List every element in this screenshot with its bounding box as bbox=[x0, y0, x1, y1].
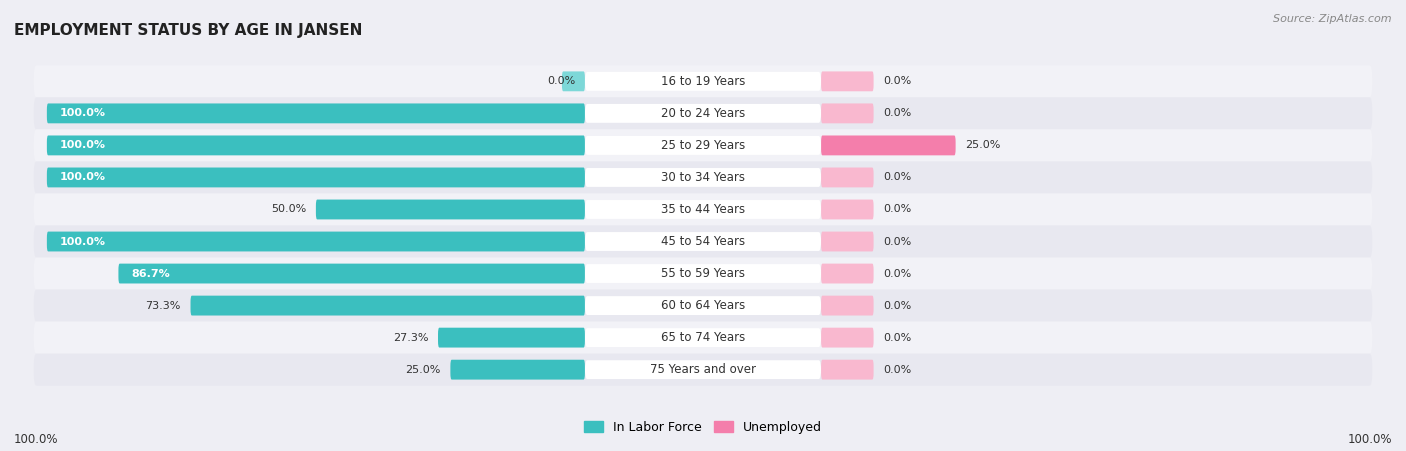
FancyBboxPatch shape bbox=[118, 264, 585, 284]
FancyBboxPatch shape bbox=[585, 360, 821, 379]
Text: 35 to 44 Years: 35 to 44 Years bbox=[661, 203, 745, 216]
Text: Source: ZipAtlas.com: Source: ZipAtlas.com bbox=[1274, 14, 1392, 23]
FancyBboxPatch shape bbox=[34, 322, 1372, 354]
FancyBboxPatch shape bbox=[34, 258, 1372, 290]
FancyBboxPatch shape bbox=[821, 264, 873, 284]
FancyBboxPatch shape bbox=[439, 328, 585, 348]
Text: 0.0%: 0.0% bbox=[883, 300, 911, 311]
FancyBboxPatch shape bbox=[34, 129, 1372, 161]
Legend: In Labor Force, Unemployed: In Labor Force, Unemployed bbox=[579, 416, 827, 439]
Text: 16 to 19 Years: 16 to 19 Years bbox=[661, 75, 745, 88]
FancyBboxPatch shape bbox=[34, 65, 1372, 97]
Text: 20 to 24 Years: 20 to 24 Years bbox=[661, 107, 745, 120]
Text: 100.0%: 100.0% bbox=[1347, 433, 1392, 446]
FancyBboxPatch shape bbox=[34, 290, 1372, 322]
Text: 100.0%: 100.0% bbox=[60, 108, 105, 118]
Text: 100.0%: 100.0% bbox=[60, 140, 105, 151]
Text: 100.0%: 100.0% bbox=[60, 236, 105, 247]
Text: 60 to 64 Years: 60 to 64 Years bbox=[661, 299, 745, 312]
Text: 25.0%: 25.0% bbox=[405, 365, 440, 375]
FancyBboxPatch shape bbox=[46, 167, 585, 187]
FancyBboxPatch shape bbox=[821, 199, 873, 220]
Text: 100.0%: 100.0% bbox=[14, 433, 59, 446]
FancyBboxPatch shape bbox=[821, 328, 873, 348]
FancyBboxPatch shape bbox=[34, 354, 1372, 386]
Text: 25.0%: 25.0% bbox=[966, 140, 1001, 151]
FancyBboxPatch shape bbox=[34, 193, 1372, 226]
FancyBboxPatch shape bbox=[562, 71, 585, 91]
Text: 0.0%: 0.0% bbox=[883, 108, 911, 118]
Text: 0.0%: 0.0% bbox=[883, 204, 911, 215]
FancyBboxPatch shape bbox=[585, 72, 821, 91]
Text: 0.0%: 0.0% bbox=[883, 236, 911, 247]
FancyBboxPatch shape bbox=[191, 296, 585, 316]
Text: 55 to 59 Years: 55 to 59 Years bbox=[661, 267, 745, 280]
Text: EMPLOYMENT STATUS BY AGE IN JANSEN: EMPLOYMENT STATUS BY AGE IN JANSEN bbox=[14, 23, 363, 37]
Text: 0.0%: 0.0% bbox=[883, 333, 911, 343]
Text: 25 to 29 Years: 25 to 29 Years bbox=[661, 139, 745, 152]
FancyBboxPatch shape bbox=[585, 200, 821, 219]
Text: 65 to 74 Years: 65 to 74 Years bbox=[661, 331, 745, 344]
FancyBboxPatch shape bbox=[585, 136, 821, 155]
Text: 0.0%: 0.0% bbox=[883, 172, 911, 183]
FancyBboxPatch shape bbox=[585, 296, 821, 315]
Text: 50.0%: 50.0% bbox=[271, 204, 307, 215]
FancyBboxPatch shape bbox=[46, 135, 585, 155]
FancyBboxPatch shape bbox=[585, 328, 821, 347]
Text: 100.0%: 100.0% bbox=[60, 172, 105, 183]
Text: 0.0%: 0.0% bbox=[883, 76, 911, 86]
FancyBboxPatch shape bbox=[585, 264, 821, 283]
FancyBboxPatch shape bbox=[821, 71, 873, 91]
Text: 86.7%: 86.7% bbox=[132, 268, 170, 279]
Text: 0.0%: 0.0% bbox=[547, 76, 575, 86]
FancyBboxPatch shape bbox=[450, 360, 585, 380]
FancyBboxPatch shape bbox=[46, 231, 585, 252]
Text: 27.3%: 27.3% bbox=[392, 333, 429, 343]
Text: 0.0%: 0.0% bbox=[883, 268, 911, 279]
Text: 0.0%: 0.0% bbox=[883, 365, 911, 375]
FancyBboxPatch shape bbox=[821, 296, 873, 316]
FancyBboxPatch shape bbox=[821, 360, 873, 380]
FancyBboxPatch shape bbox=[46, 103, 585, 123]
Text: 45 to 54 Years: 45 to 54 Years bbox=[661, 235, 745, 248]
FancyBboxPatch shape bbox=[585, 168, 821, 187]
FancyBboxPatch shape bbox=[585, 104, 821, 123]
Text: 75 Years and over: 75 Years and over bbox=[650, 363, 756, 376]
Text: 73.3%: 73.3% bbox=[145, 300, 181, 311]
FancyBboxPatch shape bbox=[34, 226, 1372, 258]
FancyBboxPatch shape bbox=[34, 161, 1372, 193]
FancyBboxPatch shape bbox=[316, 199, 585, 220]
Text: 30 to 34 Years: 30 to 34 Years bbox=[661, 171, 745, 184]
FancyBboxPatch shape bbox=[821, 103, 873, 123]
FancyBboxPatch shape bbox=[821, 135, 956, 155]
FancyBboxPatch shape bbox=[34, 97, 1372, 129]
FancyBboxPatch shape bbox=[821, 231, 873, 252]
FancyBboxPatch shape bbox=[821, 167, 873, 187]
FancyBboxPatch shape bbox=[585, 232, 821, 251]
